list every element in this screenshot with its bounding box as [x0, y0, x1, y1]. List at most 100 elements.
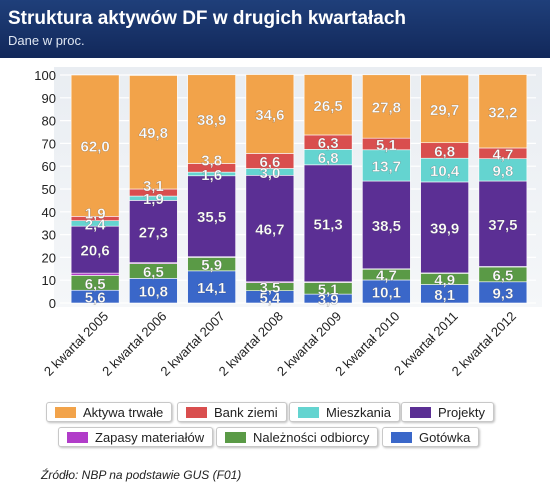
data-label: 2,4	[85, 216, 107, 233]
bar-segment	[303, 74, 353, 136]
data-label: 4,7	[376, 268, 397, 285]
data-label: 10,8	[139, 284, 168, 301]
legend-item: Należności odbiorcy	[216, 427, 379, 447]
legend-swatch	[225, 431, 246, 443]
data-label: 35,5	[197, 209, 226, 226]
data-label: 26,5	[314, 98, 343, 115]
y-tick-label: 10	[42, 273, 56, 288]
y-tick-label: 20	[42, 250, 56, 265]
data-label: 13,7	[372, 158, 401, 175]
legend-swatch	[391, 431, 412, 443]
legend-swatch	[298, 406, 319, 418]
y-tick-label: 80	[42, 114, 56, 129]
data-label: 6,8	[434, 143, 455, 160]
chart-title: Struktura aktywów DF w drugich kwartałac…	[8, 8, 407, 29]
data-label: 4,9	[434, 272, 455, 289]
data-label: 14,1	[197, 280, 226, 297]
legend-item: Zapasy materiałów	[58, 427, 214, 447]
data-label: 8,1	[434, 287, 455, 304]
bar-segment	[245, 74, 295, 154]
data-label: 3,1	[143, 178, 164, 195]
data-label: 39,9	[430, 220, 459, 237]
data-label: 9,8	[492, 163, 513, 180]
bar-segment	[187, 270, 236, 304]
bar-segment	[70, 225, 120, 274]
data-label: 5,4	[259, 290, 281, 307]
data-label: 9,3	[492, 285, 513, 302]
legend-label: Należności odbiorcy	[253, 429, 370, 445]
data-label: 4,7	[492, 146, 513, 163]
legend-item: Projekty	[401, 402, 494, 422]
bar-segment	[129, 75, 178, 190]
legend-label: Mieszkania	[326, 404, 392, 420]
data-label: 3,5	[259, 280, 280, 297]
data-label: 1,9	[85, 205, 106, 222]
legend-swatch	[55, 406, 76, 418]
y-axis: 0 10 20 30 40 50 60 70 80 90 100	[34, 68, 56, 311]
legend-label: Zapasy materiałów	[95, 429, 205, 445]
legend-item: Aktywa trwałe	[46, 402, 173, 422]
legend-item: Gotówka	[382, 427, 480, 447]
bar-segment	[70, 74, 120, 217]
data-label: 1,6	[201, 167, 222, 184]
legend-swatch	[410, 406, 431, 418]
data-label: 49,8	[139, 125, 168, 142]
bar-segment	[129, 278, 178, 304]
data-label: 6,5	[85, 276, 106, 293]
bar-segment	[245, 175, 295, 283]
legend-label: Bank ziemi	[214, 404, 278, 420]
y-tick-label: 70	[42, 136, 56, 151]
data-label: 5,1	[376, 137, 397, 154]
source-note: Źródło: NBP na podstawie GUS (F01)	[41, 468, 242, 482]
data-label: 34,6	[255, 107, 284, 124]
legend-label: Aktywa trwałe	[83, 404, 164, 420]
data-label: 1,9	[143, 191, 164, 208]
legend-swatch	[186, 406, 207, 418]
data-label: 6,5	[143, 264, 164, 281]
y-tick-label: 50	[42, 182, 56, 197]
data-label: 20,6	[81, 243, 110, 260]
y-tick-label: 100	[34, 68, 56, 83]
data-label: 3,0	[259, 165, 280, 182]
bar-segment	[362, 180, 411, 270]
chart-subtitle: Dane w proc.	[8, 33, 85, 48]
data-label: 6,6	[259, 154, 280, 171]
bar-segment	[187, 74, 236, 164]
data-label: 51,3	[314, 216, 343, 233]
data-label: 32,2	[488, 104, 517, 121]
legend-item: Mieszkania	[289, 402, 401, 422]
bar-segment	[420, 74, 469, 144]
data-labels: 5,66,520,62,41,962,010,86,527,31,93,149,…	[80, 97, 518, 308]
data-label: 6,8	[318, 150, 339, 167]
y-tick-label: 90	[42, 91, 56, 106]
legend-swatch	[67, 431, 88, 443]
data-label: 27,8	[372, 99, 401, 116]
bar-segment	[420, 181, 469, 274]
data-label: 6,5	[492, 267, 513, 284]
data-label: 38,5	[372, 218, 401, 235]
y-tick-label: 0	[49, 296, 56, 311]
bar-segment	[129, 200, 178, 263]
bar-segment	[362, 74, 411, 139]
legend-label: Gotówka	[419, 429, 471, 445]
data-label: 38,9	[197, 112, 226, 129]
data-label: 5,9	[201, 257, 222, 274]
legend-item: Bank ziemi	[177, 402, 287, 422]
data-label: 5,6	[85, 290, 106, 307]
bars	[70, 74, 528, 304]
y-tick-label: 60	[42, 159, 56, 174]
data-label: 10,4	[430, 163, 460, 180]
data-label: 29,7	[430, 102, 459, 119]
bar-segment	[478, 74, 528, 149]
data-label: 27,3	[139, 225, 168, 242]
y-tick-label: 40	[42, 205, 56, 220]
data-label: 10,1	[372, 284, 401, 301]
legend-label: Projekty	[438, 404, 485, 420]
y-tick-label: 30	[42, 228, 56, 243]
data-label: 46,7	[255, 222, 284, 239]
data-label: 5,1	[318, 281, 339, 298]
bar-segment	[187, 175, 236, 258]
